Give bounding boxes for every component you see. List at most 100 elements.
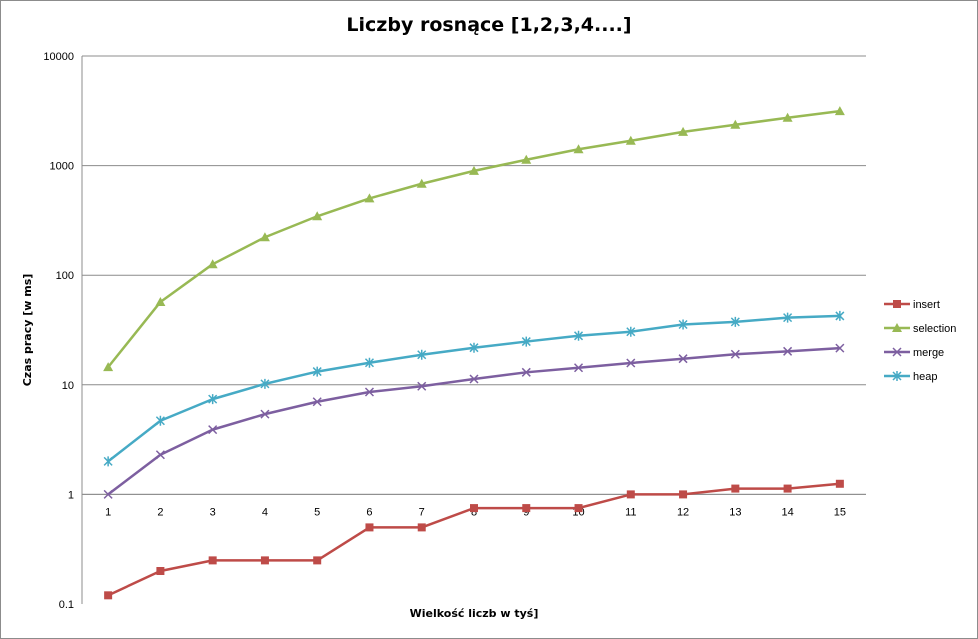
data-point-insert	[365, 523, 374, 532]
data-point-merge	[574, 363, 584, 373]
data-point-heap	[469, 342, 479, 353]
legend-marker-heap	[892, 371, 902, 381]
data-point-merge	[260, 409, 270, 419]
x-tick-label: 13	[729, 506, 741, 518]
data-point-selection	[312, 211, 323, 221]
gridlines	[81, 55, 866, 604]
x-tick-label: 15	[834, 506, 846, 518]
data-point-heap	[835, 310, 845, 321]
data-point-insert	[679, 490, 688, 499]
data-point-heap	[364, 357, 374, 368]
data-point-insert	[417, 523, 426, 532]
data-point-selection	[730, 119, 741, 129]
series-line-heap	[107, 314, 840, 463]
y-axis-label: Czas pracy [w ms]	[21, 274, 34, 387]
y-tick-label: 1000	[50, 161, 74, 173]
data-point-heap	[626, 326, 636, 337]
x-tick-label: 8	[471, 506, 477, 518]
y-tick-label: 1	[68, 489, 74, 501]
data-point-merge	[783, 346, 793, 356]
series-line-selection	[107, 109, 841, 368]
data-point-heap	[103, 456, 113, 467]
legend: insert selection merge heap	[884, 299, 956, 383]
data-point-heap	[155, 415, 165, 426]
data-point-heap	[521, 336, 531, 347]
x-tick-label: 9	[523, 506, 529, 518]
data-point-heap	[417, 349, 427, 360]
data-point-selection	[521, 154, 532, 164]
data-point-insert	[470, 504, 478, 513]
data-point-merge	[730, 349, 740, 359]
data-point-merge	[364, 387, 374, 397]
data-point-selection	[469, 165, 479, 175]
data-point-merge	[312, 397, 322, 407]
data-point-heap	[678, 319, 688, 330]
data-point-selection	[103, 362, 114, 372]
data-point-heap	[783, 312, 793, 323]
x-axis-label: Wielkość liczb w tyś]	[410, 607, 539, 620]
chart-title: Liczby rosnące [1,2,3,4....]	[346, 14, 632, 36]
data-point-heap	[312, 366, 322, 377]
data-point-heap	[260, 378, 270, 389]
x-tick-label: 5	[314, 506, 320, 518]
data-point-merge	[417, 381, 427, 391]
legend-label-insert: insert	[913, 299, 940, 311]
data-point-selection	[155, 296, 166, 306]
series-group	[103, 106, 845, 600]
data-point-merge	[469, 374, 479, 384]
data-point-heap	[730, 316, 740, 327]
data-point-insert	[835, 479, 844, 488]
series-line-merge	[107, 346, 840, 496]
data-point-selection	[364, 193, 375, 203]
data-point-selection	[782, 112, 793, 122]
data-point-heap	[574, 330, 584, 341]
y-axis-ticks: 0.1 1 10 100 1000 10000	[43, 51, 74, 611]
data-point-insert	[208, 556, 217, 565]
x-tick-label: 3	[210, 506, 216, 518]
data-point-merge	[155, 450, 165, 460]
data-point-merge	[678, 354, 688, 364]
x-tick-label: 11	[625, 506, 636, 518]
data-point-insert	[522, 504, 531, 513]
legend-label-merge: merge	[913, 347, 944, 359]
data-point-merge	[103, 489, 113, 499]
legend-marker-selection	[892, 323, 902, 332]
x-tick-label: 1	[105, 506, 111, 518]
data-point-insert	[104, 591, 113, 600]
data-point-selection	[678, 126, 689, 136]
legend-marker-merge	[892, 347, 902, 357]
x-tick-label: 14	[781, 506, 793, 518]
data-point-selection	[625, 135, 636, 145]
data-point-selection	[207, 259, 218, 269]
x-tick-label: 2	[157, 506, 163, 518]
data-point-merge	[626, 358, 636, 368]
y-tick-label: 10	[62, 380, 74, 392]
data-point-insert	[260, 556, 269, 565]
data-point-merge	[208, 425, 218, 435]
x-tick-label: 7	[419, 506, 425, 518]
data-point-insert	[626, 490, 635, 499]
x-tick-label: 12	[677, 506, 689, 518]
data-point-merge	[835, 343, 845, 353]
data-point-insert	[783, 484, 792, 493]
legend-marker-insert	[893, 300, 901, 308]
data-point-insert	[156, 567, 165, 576]
data-point-selection	[416, 178, 427, 188]
data-point-insert	[731, 484, 740, 493]
y-tick-label: 100	[56, 270, 74, 282]
x-tick-label: 4	[262, 506, 268, 518]
y-tick-label: 0.1	[59, 599, 74, 611]
data-point-selection	[573, 144, 584, 154]
data-point-heap	[208, 394, 218, 405]
legend-label-selection: selection	[913, 323, 956, 335]
legend-label-heap: heap	[913, 371, 937, 383]
series-line-insert	[107, 482, 840, 597]
data-point-insert	[574, 504, 583, 513]
data-point-merge	[521, 367, 531, 377]
data-point-selection	[834, 106, 845, 116]
data-point-insert	[313, 556, 322, 565]
y-tick-label: 10000	[43, 51, 74, 63]
x-tick-label: 6	[366, 506, 372, 518]
